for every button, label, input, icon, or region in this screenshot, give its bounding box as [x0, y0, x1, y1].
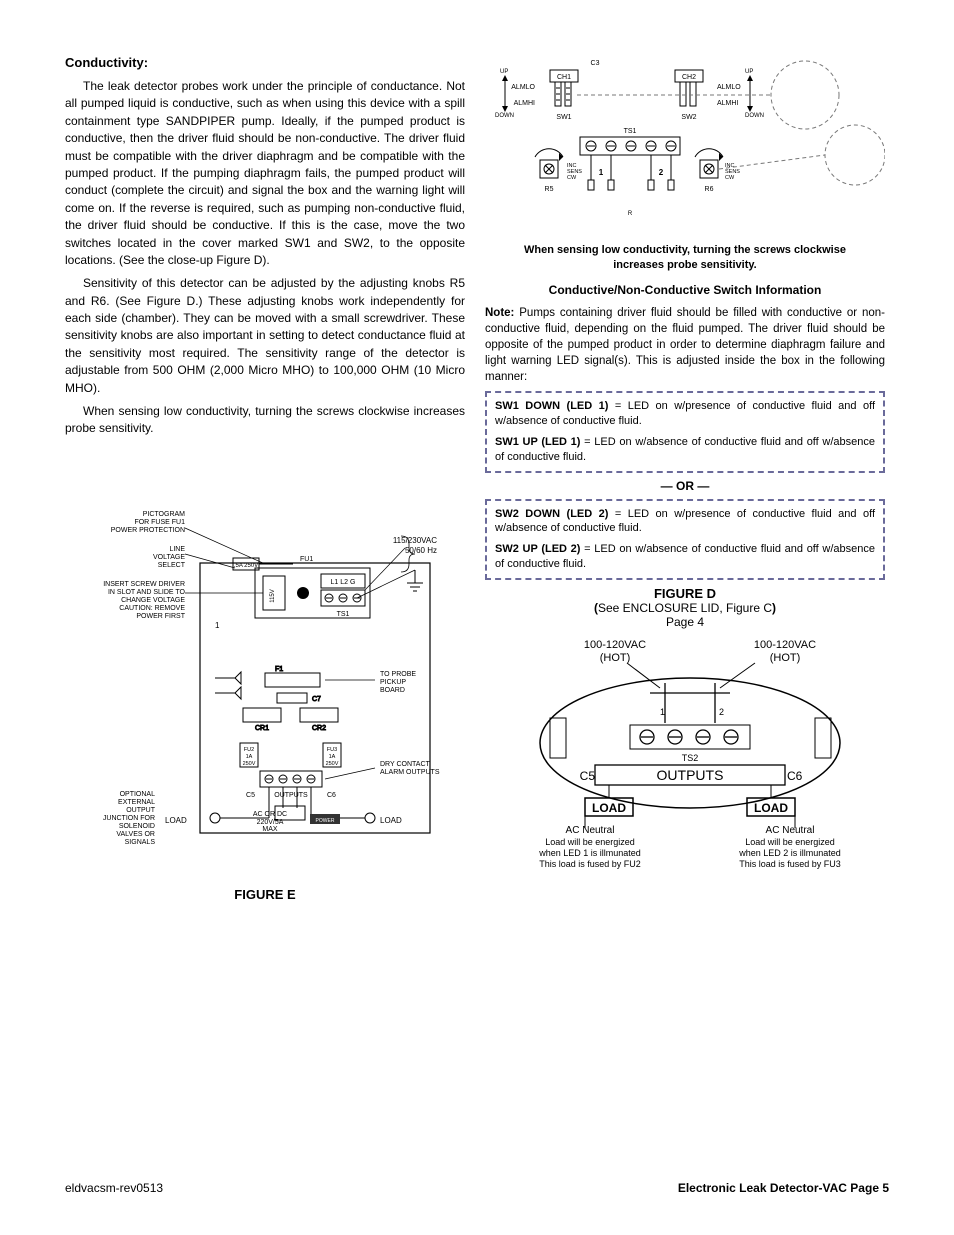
svg-text:SW2: SW2 [681, 114, 696, 121]
svg-text:UP: UP [500, 69, 508, 75]
svg-text:LOAD: LOAD [754, 801, 788, 815]
svg-text:TS1: TS1 [624, 128, 637, 135]
svg-text:250V: 250V [243, 761, 256, 767]
label-outputs: OUTPUTS [274, 792, 308, 799]
svg-text:AC Neutral: AC Neutral [766, 825, 815, 836]
svg-text:when LED 1 is illmunated: when LED 1 is illmunated [538, 848, 641, 858]
label-f1: F1 [275, 666, 283, 673]
note-text: Note: Pumps containing driver fluid shou… [485, 305, 885, 385]
svg-text:(HOT): (HOT) [770, 652, 801, 664]
para-1: The leak detector probes work under the … [65, 78, 465, 269]
figure-d-title: FIGURE D [485, 586, 885, 601]
svg-text:SW1: SW1 [556, 114, 571, 121]
para-3: When sensing low conductivity, turning t… [65, 403, 465, 438]
svg-text:ALMHI: ALMHI [514, 100, 535, 107]
label-insert: INSERT SCREW DRIVERIN SLOT AND SLIDE TOC… [35, 581, 185, 621]
svg-text:R5: R5 [545, 186, 554, 193]
svg-text:UP: UP [745, 69, 753, 75]
svg-text:1: 1 [660, 707, 665, 717]
svg-text:DOWN: DOWN [495, 113, 514, 119]
svg-text:ALMHI: ALMHI [717, 100, 738, 107]
label-optional: OPTIONALEXTERNALOUTPUTJUNCTION FORSOLENO… [35, 791, 155, 847]
svg-text:when LED 2 is illmunated: when LED 2 is illmunated [738, 848, 841, 858]
svg-text:2: 2 [719, 707, 724, 717]
label-pictogram: PICTOGRAMFOR FUSE FU1POWER PROTECTION [55, 511, 185, 535]
sw1-box: SW1 DOWN (LED 1) = LED on w/presence of … [485, 391, 885, 472]
label-vac: 115/230VAC [393, 536, 437, 545]
label-c7: C7 [312, 696, 321, 703]
label-c5: C5 [246, 792, 255, 799]
figure-d-bottom-diagram: 100-120VAC (HOT) 100-120VAC (HOT) 1 2 [485, 633, 885, 876]
footer-right: Electronic Leak Detector-VAC Page 5 [678, 1181, 889, 1195]
svg-text:OUTPUTS: OUTPUTS [657, 767, 724, 783]
svg-text:C3: C3 [591, 60, 600, 67]
label-toprobe: TO PROBEPICKUPBOARD [380, 671, 470, 695]
svg-text:1A: 1A [329, 754, 336, 760]
svg-text:DOWN: DOWN [745, 113, 764, 119]
switch-info-heading: Conductive/Non-Conductive Switch Informa… [485, 283, 885, 297]
footer-left: eldvacsm-rev0513 [65, 1181, 163, 1195]
svg-text:Load will be energized: Load will be energized [545, 837, 635, 847]
svg-text:CH1: CH1 [557, 74, 571, 81]
para-2: Sensitivity of this detector can be adju… [65, 275, 465, 397]
svg-text:R6: R6 [705, 186, 714, 193]
svg-text:This load is fused by FU3: This load is fused by FU3 [739, 859, 841, 869]
figure-d-sub1: (See ENCLOSURE LID, Figure C) [485, 601, 885, 615]
svg-text:CH2: CH2 [682, 74, 696, 81]
svg-text:This load is fused by FU2: This load is fused by FU2 [539, 859, 641, 869]
label-linevoltage: LINEVOLTAGESELECT [55, 546, 185, 570]
label-cr1: CR1 [255, 725, 269, 732]
label-fu1: FU1 [300, 556, 313, 563]
svg-text:C5: C5 [580, 769, 596, 783]
figure-d-top-diagram: C3 CH1 ALMLO ALMHI SW1 CH2 ALMLO ALMHI S… [485, 55, 885, 233]
label-drycontact: DRY CONTACTALARM OUTPUTS [380, 761, 470, 777]
svg-text:1A: 1A [246, 754, 253, 760]
label-cr2: CR2 [312, 725, 326, 732]
figure-e-title: FIGURE E [65, 887, 465, 902]
svg-text:C6: C6 [787, 769, 803, 783]
svg-text:100-120VAC: 100-120VAC [584, 639, 646, 651]
label-load-l: LOAD [165, 816, 187, 825]
label-115v: 115V [270, 589, 276, 603]
figure-d-sub2: Page 4 [485, 615, 885, 629]
figure-e-diagram: 115V L1 L2 G TS1 .5A 250V FU1 [65, 498, 465, 881]
svg-text:Load will be energized: Load will be energized [745, 837, 835, 847]
label-acdc: AC OR DC220V/5AMAX [240, 811, 300, 834]
svg-text:50/60 Hz: 50/60 Hz [405, 546, 437, 555]
label-load-r: LOAD [380, 816, 402, 825]
svg-text:CW: CW [567, 175, 577, 181]
svg-text:CW: CW [725, 175, 735, 181]
svg-text:2: 2 [659, 168, 664, 177]
label-ts1: TS1 [337, 611, 350, 618]
svg-text:(HOT): (HOT) [600, 652, 631, 664]
svg-text:250V: 250V [326, 761, 339, 767]
label-fuse: .5A 250V [234, 563, 258, 569]
label-fu3: FU3 [327, 747, 337, 753]
label-fu2: FU2 [244, 747, 254, 753]
label-c6: C6 [327, 792, 336, 799]
heading-conductivity: Conductivity: [65, 55, 465, 70]
figure-d-caption: When sensing low conductivity, turning t… [515, 243, 855, 273]
svg-text:ALMLO: ALMLO [511, 84, 535, 91]
label-l1l2g: L1 L2 G [331, 579, 356, 586]
svg-text:AC Neutral: AC Neutral [566, 825, 615, 836]
svg-text:1: 1 [599, 168, 604, 177]
sw2-box: SW2 DOWN (LED 2) = LED on w/presence of … [485, 499, 885, 580]
svg-text:POWER: POWER [316, 818, 335, 824]
svg-text:100-120VAC: 100-120VAC [754, 639, 816, 651]
svg-text:TS2: TS2 [682, 753, 699, 763]
svg-text:LOAD: LOAD [592, 801, 626, 815]
label-1: 1 [215, 621, 220, 630]
svg-text:ALMLO: ALMLO [717, 84, 741, 91]
or-separator: — OR — [485, 479, 885, 493]
svg-text:R: R [628, 211, 633, 217]
